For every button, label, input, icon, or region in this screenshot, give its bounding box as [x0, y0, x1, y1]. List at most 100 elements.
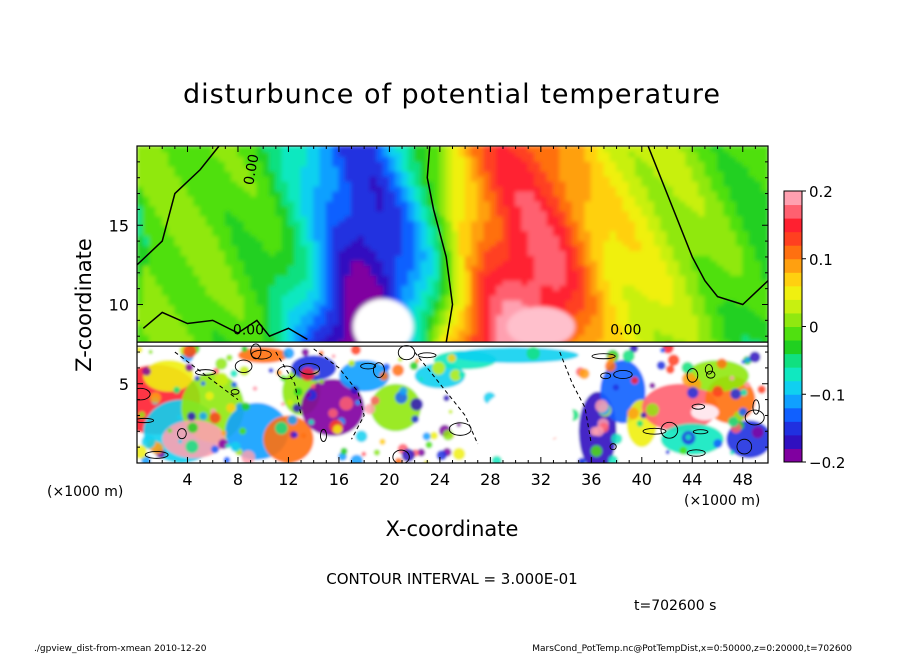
field-cell	[452, 284, 460, 291]
field-cell	[458, 234, 467, 242]
field-cell	[452, 219, 460, 227]
field-cell	[723, 150, 732, 157]
field-cell	[717, 219, 725, 227]
field-cell	[609, 175, 618, 182]
lower-field	[137, 342, 768, 463]
field-cell	[212, 323, 221, 331]
field-cell	[319, 318, 328, 326]
field-cell	[149, 160, 157, 167]
field-cell	[496, 214, 504, 222]
field-cell	[433, 318, 441, 326]
field-cell	[653, 254, 662, 261]
x-tick-label: 4	[182, 470, 192, 489]
field-cell	[496, 304, 504, 311]
field-cell	[742, 318, 751, 326]
field-cell	[754, 264, 763, 271]
field-cell	[609, 318, 618, 326]
field-cell	[300, 190, 309, 197]
field-cell	[742, 175, 751, 182]
field-cell	[552, 229, 561, 237]
field-cell	[742, 219, 751, 227]
field-cell	[590, 249, 599, 256]
field-cell	[300, 160, 309, 167]
field-cell	[748, 219, 757, 227]
field-cell	[559, 224, 568, 232]
field-cell	[395, 190, 404, 197]
field-cell	[609, 289, 618, 296]
field-cell	[363, 155, 372, 162]
field-cell	[666, 150, 675, 157]
field-cell	[137, 199, 145, 207]
field-cell	[470, 274, 479, 281]
field-cell	[754, 318, 763, 326]
field-cell	[710, 284, 719, 291]
field-cell	[344, 294, 353, 301]
field-cell	[137, 209, 145, 217]
field-cell	[256, 333, 265, 341]
field-cell	[527, 170, 536, 177]
field-speck	[422, 432, 431, 441]
field-cell	[464, 264, 473, 271]
field-cell	[344, 299, 353, 306]
contour-loop	[144, 450, 169, 459]
field-cell	[754, 155, 763, 162]
field-cell	[269, 160, 277, 167]
field-cell	[540, 155, 549, 162]
field-cell	[552, 155, 561, 162]
field-cell	[584, 333, 593, 341]
field-cell	[319, 185, 328, 192]
field-cell	[723, 219, 732, 227]
contour-loop	[360, 362, 377, 370]
field-cell	[155, 304, 164, 311]
field-cell	[269, 175, 277, 182]
field-cell	[717, 304, 725, 311]
field-cell	[205, 333, 214, 341]
field-cell	[761, 313, 768, 321]
field-cell	[161, 165, 170, 172]
field-cell	[395, 294, 404, 301]
field-cell	[748, 229, 757, 237]
field-cell	[193, 175, 202, 182]
field-cell	[137, 328, 145, 336]
field-cell	[420, 304, 429, 311]
field-cell	[735, 304, 744, 311]
field-cell	[603, 195, 612, 202]
field-cell	[193, 195, 202, 202]
field-cell	[294, 274, 303, 281]
field-cell	[584, 204, 593, 212]
field-speck	[679, 446, 688, 455]
field-cell	[597, 308, 605, 316]
field-cell	[218, 150, 227, 157]
field-cell	[679, 304, 687, 311]
field-cell	[748, 294, 757, 301]
field-cell	[256, 254, 265, 261]
field-cell	[470, 199, 479, 207]
field-cell	[483, 239, 492, 247]
field-cell	[243, 264, 252, 271]
field-cell	[332, 160, 340, 167]
field-cell	[338, 244, 347, 252]
field-cell	[142, 224, 151, 232]
field-cell	[137, 185, 145, 192]
field-cell	[590, 244, 599, 252]
field-cell	[464, 146, 473, 152]
field-cell	[205, 190, 214, 197]
field-cell	[653, 214, 662, 222]
field-cell	[193, 185, 202, 192]
field-cell	[407, 214, 416, 222]
contour-loop	[686, 368, 699, 383]
field-cell	[470, 264, 479, 271]
field-cell	[653, 185, 662, 192]
field-cell	[433, 264, 441, 271]
field-cell	[186, 294, 195, 301]
field-cell	[395, 170, 404, 177]
field-cell	[534, 180, 542, 187]
field-cell	[603, 224, 612, 232]
field-cell	[275, 323, 284, 331]
field-cell	[212, 264, 221, 271]
field-cell	[723, 195, 732, 202]
colorbar-ticks: 0.20.10−0.1−0.2	[802, 183, 845, 472]
field-cell	[180, 239, 189, 247]
field-cell	[470, 284, 479, 291]
field-cell	[313, 185, 321, 192]
